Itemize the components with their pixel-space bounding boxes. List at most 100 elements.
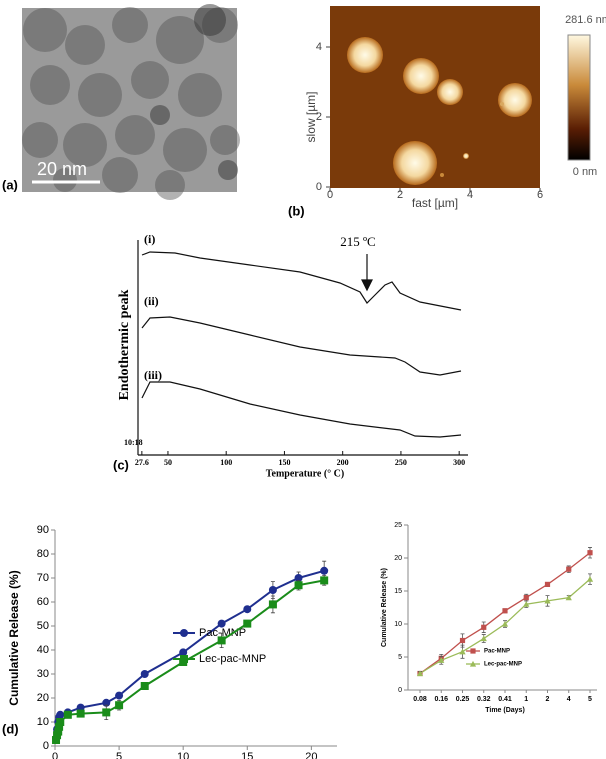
legend-label: Lec-pac-MNP [484, 662, 522, 668]
x-tick-label: 10 [177, 751, 189, 759]
legend-label: Pac-MNP [484, 649, 510, 655]
dsc-plot [137, 240, 468, 456]
point [268, 586, 277, 594]
panel-label: (c) [113, 457, 129, 472]
x-tick-label: 4 [467, 189, 473, 201]
colorbar-min: 0 nm [573, 166, 597, 178]
point [544, 581, 551, 587]
x-tick-label: 0 [327, 189, 333, 201]
point [179, 648, 188, 657]
x-tick-label: 4 [567, 696, 571, 703]
point [438, 657, 445, 663]
point [469, 660, 477, 667]
point [294, 581, 303, 590]
scale-bar-label: 20 nm [37, 159, 87, 179]
point [243, 605, 252, 614]
point [55, 722, 64, 731]
x-tick-label: 250 [395, 458, 407, 467]
point [566, 566, 572, 572]
point [586, 576, 594, 582]
point [416, 670, 424, 677]
point [268, 600, 277, 609]
x-tick-label: 100 [220, 458, 232, 467]
point [180, 629, 188, 637]
colorbar-max: 281.6 nm [565, 14, 606, 26]
x-axis-label: Temperature (° C) [266, 468, 344, 479]
x-tick-label: 0.32 [477, 696, 491, 703]
point [502, 608, 508, 614]
y-axis-label: Cumulative Release (%) [7, 570, 21, 705]
x-tick-label: 0 [52, 751, 58, 759]
y-tick-label: 0 [398, 687, 402, 694]
annotation: 215 ºC [340, 234, 375, 249]
point [459, 637, 466, 644]
x-tick-label: 300 [453, 458, 465, 467]
y-tick-label: 20 [394, 555, 402, 562]
x-axis-label: Time (Days) [485, 707, 525, 714]
point [587, 550, 593, 556]
y-tick-label: 0 [316, 181, 322, 193]
afm-image [330, 6, 591, 188]
y-tick-label: 90 [37, 524, 49, 536]
point [320, 566, 329, 575]
point [544, 597, 551, 604]
panel-label: (b) [288, 203, 305, 218]
x-axis-label: fast [µm] [412, 196, 458, 210]
point [501, 620, 509, 627]
point [320, 576, 329, 585]
point [217, 619, 226, 628]
y-tick-label: 10 [394, 621, 402, 628]
y-tick-label: 50 [37, 620, 49, 632]
point [140, 670, 149, 678]
point [180, 655, 188, 663]
x-tick-label: 5 [588, 696, 592, 703]
x-tick-label: 0.41 [498, 696, 512, 703]
point [63, 710, 72, 719]
x-tick-label: 0.08 [413, 696, 427, 703]
y-tick-label: 40 [37, 644, 49, 656]
point [140, 682, 149, 690]
y-axis-label: slow [µm] [304, 92, 318, 143]
x-tick-label: 6 [537, 189, 543, 201]
y-axis-label: Endothermic peak [117, 289, 132, 400]
point [243, 619, 252, 628]
y-tick-label: 15 [394, 588, 402, 595]
legend-label: Lec-pac-MNP [199, 653, 266, 665]
point [565, 594, 572, 601]
x-tick-label: 0.25 [456, 696, 470, 703]
y-tick-label: 4 [316, 41, 322, 53]
tem-image: 20 nm [22, 4, 240, 200]
x-tick-label: 200 [337, 458, 349, 467]
point [76, 709, 85, 718]
y-tick-label: 60 [37, 596, 49, 608]
x-tick-label: 1 [524, 696, 528, 703]
x-tick-label: 27.6 [135, 458, 149, 467]
curve-label: (ii) [144, 294, 159, 308]
panel-label: (d) [2, 721, 19, 736]
point [480, 635, 487, 642]
point [56, 718, 65, 726]
point [56, 710, 65, 719]
point [523, 601, 530, 607]
series-line [55, 579, 325, 741]
point [470, 648, 476, 654]
point [115, 701, 124, 710]
y-tick-label: 30 [37, 668, 49, 680]
y-tick-label: 25 [394, 522, 402, 529]
point [459, 648, 466, 655]
point [52, 736, 61, 744]
point [115, 691, 124, 700]
y-tick-label: 20 [37, 692, 49, 704]
y-tick-label: 10 [37, 716, 49, 728]
y-tick-label: 5 [398, 654, 402, 661]
corner-label: 10:18 [124, 438, 143, 447]
x-tick-label: 150 [278, 458, 290, 467]
x-tick-label: 5 [116, 751, 122, 759]
y-axis-label: Cumulative Release (%) [381, 568, 388, 647]
y-tick-label: 80 [37, 548, 49, 560]
x-tick-label: 20 [305, 751, 317, 759]
curve-label: (i) [144, 232, 155, 246]
point [481, 624, 487, 630]
point [217, 636, 226, 645]
